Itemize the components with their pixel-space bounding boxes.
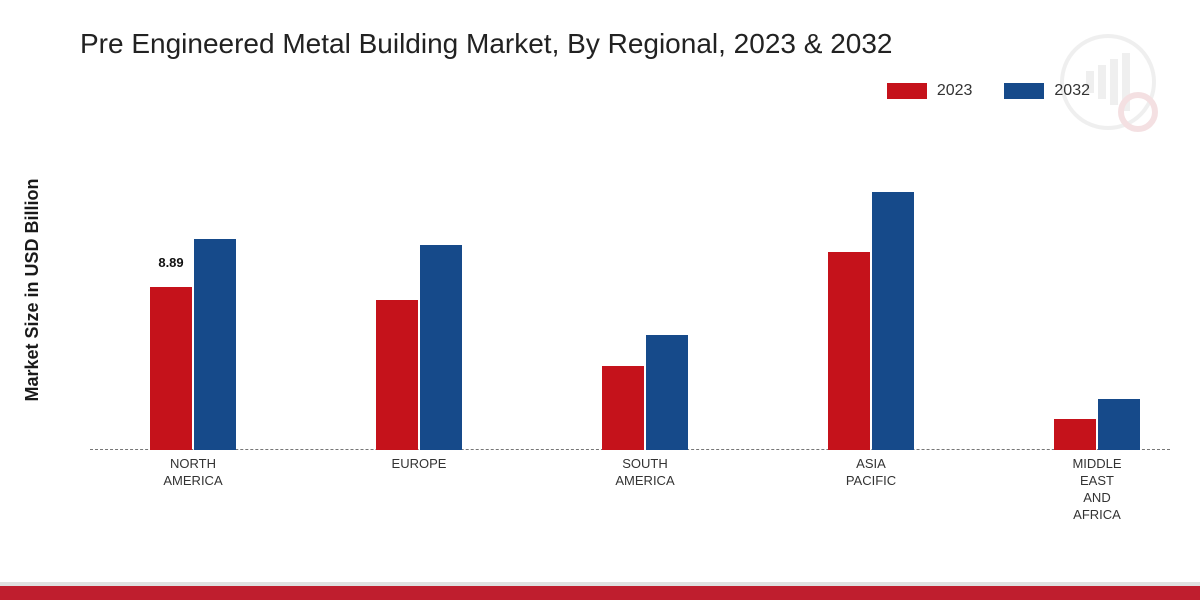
legend-item-2023: 2023: [887, 82, 973, 100]
x-tick-label: EUROPE: [392, 456, 447, 473]
bar-group: [150, 239, 236, 450]
legend-item-2032: 2032: [1004, 82, 1090, 100]
x-tick-label: SOUTH AMERICA: [615, 456, 674, 490]
bar-2032: [194, 239, 236, 450]
bar-2032: [1098, 399, 1140, 450]
legend-label-2023: 2023: [937, 82, 973, 100]
bar-2032: [872, 192, 914, 451]
bar-2023: [602, 366, 644, 450]
bar-group: [828, 192, 914, 451]
footer-band: [0, 582, 1200, 600]
legend-swatch-2023: [887, 83, 927, 99]
x-tick-label: NORTH AMERICA: [163, 456, 222, 490]
chart-title: Pre Engineered Metal Building Market, By…: [80, 28, 893, 60]
x-axis-labels: NORTH AMERICA EUROPE SOUTH AMERICA ASIA PAC…: [90, 456, 1170, 536]
legend: 2023 2032: [887, 82, 1090, 100]
bar-2032: [420, 245, 462, 450]
bar-value-label: 8.89: [158, 255, 183, 270]
legend-label-2032: 2032: [1054, 82, 1090, 100]
x-tick-label: MIDDLE EAST AND AFRICA: [1072, 456, 1121, 524]
bar-2023: [376, 300, 418, 450]
bar-2023: [150, 287, 192, 450]
bar-group: [602, 335, 688, 451]
bar-group: [376, 245, 462, 450]
bar-2032: [646, 335, 688, 451]
bar-group: [1054, 399, 1140, 450]
bar-2023: [828, 252, 870, 450]
x-tick-label: ASIA PACIFIC: [846, 456, 896, 490]
y-axis-label: Market Size in USD Billion: [22, 160, 43, 420]
legend-swatch-2032: [1004, 83, 1044, 99]
chart-plot-area: 8.89: [90, 120, 1170, 450]
bar-2023: [1054, 419, 1096, 450]
